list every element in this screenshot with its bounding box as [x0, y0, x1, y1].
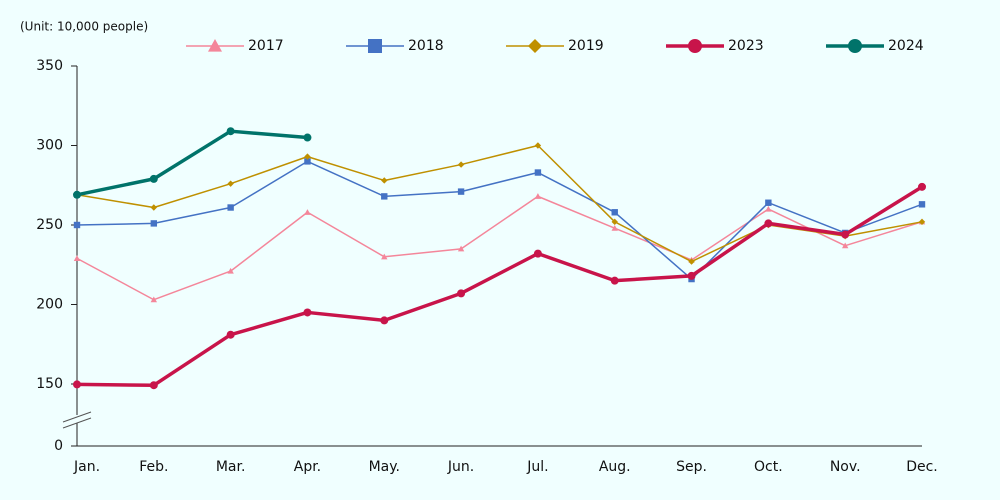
marker	[303, 308, 312, 317]
legend-marker	[528, 39, 542, 53]
marker	[73, 190, 81, 199]
legend-label: 2023	[728, 38, 764, 54]
marker	[611, 218, 618, 226]
legend-label: 2019	[568, 38, 604, 54]
marker	[150, 220, 158, 227]
marker	[688, 258, 695, 265]
marker	[226, 127, 235, 136]
axis-break	[62, 417, 92, 429]
marker	[457, 245, 465, 252]
x-tick-label: Aug.	[599, 459, 631, 475]
legend-label: 2018	[408, 38, 444, 54]
y-tick-label: 300	[36, 137, 63, 153]
marker	[381, 253, 388, 260]
marker	[150, 296, 158, 303]
marker	[381, 193, 388, 200]
x-tick-label: Dec.	[906, 459, 938, 475]
x-tick-label: Oct.	[754, 459, 783, 475]
marker	[534, 169, 542, 176]
y-tick-label: 200	[36, 296, 63, 312]
marker	[73, 380, 81, 389]
marker	[380, 316, 389, 325]
marker	[457, 161, 465, 168]
marker	[765, 205, 772, 212]
marker	[611, 209, 618, 216]
marker	[765, 199, 772, 206]
legend-marker	[688, 39, 702, 53]
marker	[457, 188, 465, 195]
series-line	[76, 129, 308, 197]
y-tick-label: 150	[36, 376, 63, 392]
y-tick-label: 350	[36, 58, 63, 74]
x-tick-label: Nov.	[830, 459, 861, 475]
unit-label: (Unit: 10,000 people)	[20, 20, 148, 34]
x-tick-label: May.	[369, 459, 400, 475]
x-tick-label: Mar.	[216, 459, 246, 475]
marker	[534, 142, 542, 149]
legend-label: 2024	[888, 38, 924, 54]
marker	[227, 180, 234, 187]
x-tick-label: Feb.	[139, 459, 168, 475]
marker	[227, 267, 234, 274]
marker	[149, 174, 158, 183]
axis-break-gap	[67, 414, 81, 423]
series-line	[76, 160, 923, 280]
legend-marker	[848, 39, 862, 53]
marker	[611, 224, 618, 231]
marker	[149, 381, 158, 390]
marker	[457, 289, 466, 298]
marker	[687, 271, 696, 280]
marker	[304, 153, 311, 160]
marker	[304, 209, 311, 215]
x-tick-label: Jan.	[73, 459, 100, 475]
marker	[918, 182, 926, 191]
y-tick-label: 250	[36, 217, 63, 233]
x-tick-label: Jul.	[526, 459, 548, 475]
marker	[381, 177, 388, 184]
marker	[73, 221, 81, 229]
marker	[226, 330, 235, 339]
marker	[533, 249, 542, 258]
series-line	[76, 144, 923, 263]
legend-marker	[208, 39, 222, 52]
x-tick-label: Sep.	[676, 459, 707, 475]
marker	[150, 204, 158, 211]
legend-marker	[368, 39, 382, 53]
marker	[764, 219, 773, 228]
legend-label: 2017	[248, 38, 284, 54]
marker	[303, 133, 312, 142]
series-line	[76, 185, 923, 387]
series-line	[76, 195, 923, 301]
marker	[841, 230, 850, 239]
marker	[918, 218, 926, 226]
marker	[841, 242, 849, 249]
axis-break	[62, 411, 92, 423]
marker	[73, 255, 81, 261]
x-tick-label: Apr.	[294, 459, 321, 475]
marker	[610, 276, 619, 285]
marker	[304, 158, 311, 165]
marker	[534, 193, 542, 199]
marker	[227, 204, 234, 211]
y-tick-label: 0	[54, 438, 63, 454]
marker	[918, 201, 926, 208]
x-tick-label: Jun.	[447, 459, 474, 475]
